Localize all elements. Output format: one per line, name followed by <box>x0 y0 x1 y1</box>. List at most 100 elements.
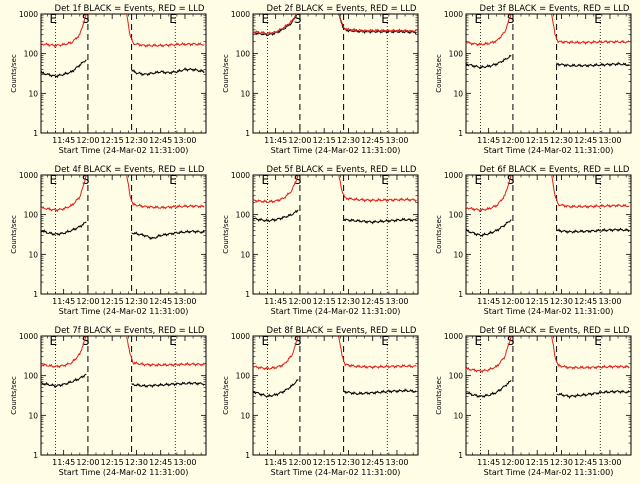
y-tick-label: 1000 <box>444 171 463 180</box>
series-line-events <box>556 227 630 235</box>
marker-label-end: E <box>381 334 389 348</box>
y-tick-label: 10 <box>240 89 250 98</box>
marker-label-end: E <box>169 173 177 187</box>
x-tick-label: 12:30 <box>550 458 573 467</box>
x-tick-label: 12:45 <box>149 458 172 467</box>
x-tick-label: 12:45 <box>574 458 597 467</box>
marker-label-mid: S <box>294 173 302 187</box>
panel-title: Det 7f BLACK = Events, RED = LLD <box>55 326 205 336</box>
series-line-lld <box>551 335 630 370</box>
marker-label-start: E <box>475 12 483 26</box>
series-line-lld <box>126 336 205 368</box>
x-tick-label: 12:30 <box>550 136 573 145</box>
x-tick-label: 12:30 <box>337 136 360 145</box>
y-tick-label: 100 <box>24 211 39 220</box>
y-tick-label: 1 <box>245 451 250 460</box>
x-tick-label: 12:45 <box>361 136 384 145</box>
y-tick-label: 10 <box>453 89 463 98</box>
x-tick-label: 12:15 <box>526 458 549 467</box>
y-tick-label: 1 <box>245 129 250 138</box>
marker-label-start: E <box>262 334 270 348</box>
marker-label-start: E <box>475 173 483 187</box>
x-axis-label: Start Time (24-Mar-02 11:31:00) <box>484 307 614 316</box>
x-axis-label: Start Time (24-Mar-02 11:31:00) <box>271 468 401 477</box>
x-tick-label: 13:00 <box>598 458 621 467</box>
plot-frame <box>252 335 419 456</box>
x-tick-label: 12:15 <box>526 297 549 306</box>
x-tick-label: 12:15 <box>101 297 124 306</box>
series-line-events <box>131 381 205 389</box>
x-tick-label: 13:00 <box>173 136 196 145</box>
y-axis-label: Counts/sec <box>435 215 443 254</box>
series-line-lld <box>40 335 87 369</box>
x-tick-label: 12:45 <box>149 297 172 306</box>
series-line-lld <box>252 13 298 36</box>
series-line-events <box>343 388 417 396</box>
y-tick-label: 1 <box>458 451 463 460</box>
series-line-lld <box>126 174 205 210</box>
y-tick-label: 100 <box>236 211 251 220</box>
y-tick-label: 10 <box>28 250 38 259</box>
y-tick-label: 1000 <box>231 332 250 341</box>
y-tick-label: 1 <box>33 290 38 299</box>
series-line-lld <box>40 174 87 213</box>
marker-label-end: E <box>594 334 602 348</box>
x-tick-label: 12:15 <box>313 458 336 467</box>
x-tick-label: 12:30 <box>337 297 360 306</box>
marker-label-end: E <box>169 334 177 348</box>
y-tick-label: 1 <box>458 129 463 138</box>
y-tick-label: 10 <box>28 411 38 420</box>
detector-panel-8: Det 8f BLACK = Events, RED = LLD 1 10 100 10… <box>222 326 419 477</box>
y-tick-label: 1000 <box>19 10 38 19</box>
y-axis-label: Counts/sec <box>435 376 443 415</box>
series-line-lld <box>465 335 512 374</box>
marker-label-mid: S <box>507 334 515 348</box>
detector-panel-6: Det 6f BLACK = Events, RED = LLD 1 10 100 10… <box>435 165 632 316</box>
series-line-lld <box>252 335 299 371</box>
x-tick-label: 12:15 <box>101 458 124 467</box>
series-line-lld <box>551 174 630 209</box>
series-line-events <box>131 229 205 241</box>
panel-title: Det 4f BLACK = Events, RED = LLD <box>55 165 205 175</box>
plot-frame <box>465 335 632 456</box>
x-tick-label: 12:00 <box>76 136 99 145</box>
y-axis-label: Counts/sec <box>10 215 18 254</box>
series-line-lld <box>338 174 417 203</box>
marker-label-end: E <box>381 12 389 26</box>
panel-title: Det 5f BLACK = Events, RED = LLD <box>267 165 417 175</box>
x-tick-label: 12:30 <box>125 297 148 306</box>
detector-panel-3: Det 3f BLACK = Events, RED = LLD 1 10 100 10… <box>435 4 632 155</box>
x-tick-label: 11:45 <box>264 136 287 145</box>
y-tick-label: 10 <box>28 89 38 98</box>
series-line-lld <box>551 14 630 45</box>
y-tick-label: 1000 <box>231 10 250 19</box>
series-line-lld <box>252 174 299 204</box>
x-tick-label: 13:00 <box>598 136 621 145</box>
y-tick-label: 10 <box>453 250 463 259</box>
detector-panel-1: Det 1f BLACK = Events, RED = LLD 1 10 100 10… <box>10 4 207 155</box>
x-tick-label: 12:00 <box>501 458 524 467</box>
marker-label-start: E <box>475 334 483 348</box>
y-tick-label: 100 <box>449 50 464 59</box>
marker-label-start: E <box>262 173 270 187</box>
marker-label-end: E <box>381 173 389 187</box>
series-line-lld <box>338 336 417 370</box>
panel-title: Det 1f BLACK = Events, RED = LLD <box>55 4 205 14</box>
series-line-events <box>556 61 630 68</box>
x-axis-label: Start Time (24-Mar-02 11:31:00) <box>59 468 189 477</box>
panel-title: Det 8f BLACK = Events, RED = LLD <box>267 326 417 336</box>
x-tick-label: 12:30 <box>550 297 573 306</box>
marker-label-mid: S <box>82 173 90 187</box>
x-axis-label: Start Time (24-Mar-02 11:31:00) <box>271 307 401 316</box>
x-tick-label: 11:45 <box>52 136 75 145</box>
detector-panel-7: Det 7f BLACK = Events, RED = LLD 1 10 100 10… <box>10 326 207 477</box>
series-line-lld <box>465 174 512 213</box>
marker-label-start: E <box>50 334 58 348</box>
y-tick-label: 10 <box>240 250 250 259</box>
series-line-lld <box>338 14 417 34</box>
y-tick-label: 1000 <box>231 171 250 180</box>
y-axis-label: Counts/sec <box>222 376 230 415</box>
x-tick-label: 12:00 <box>501 297 524 306</box>
x-tick-label: 12:00 <box>76 297 99 306</box>
plot-frame <box>465 174 632 295</box>
